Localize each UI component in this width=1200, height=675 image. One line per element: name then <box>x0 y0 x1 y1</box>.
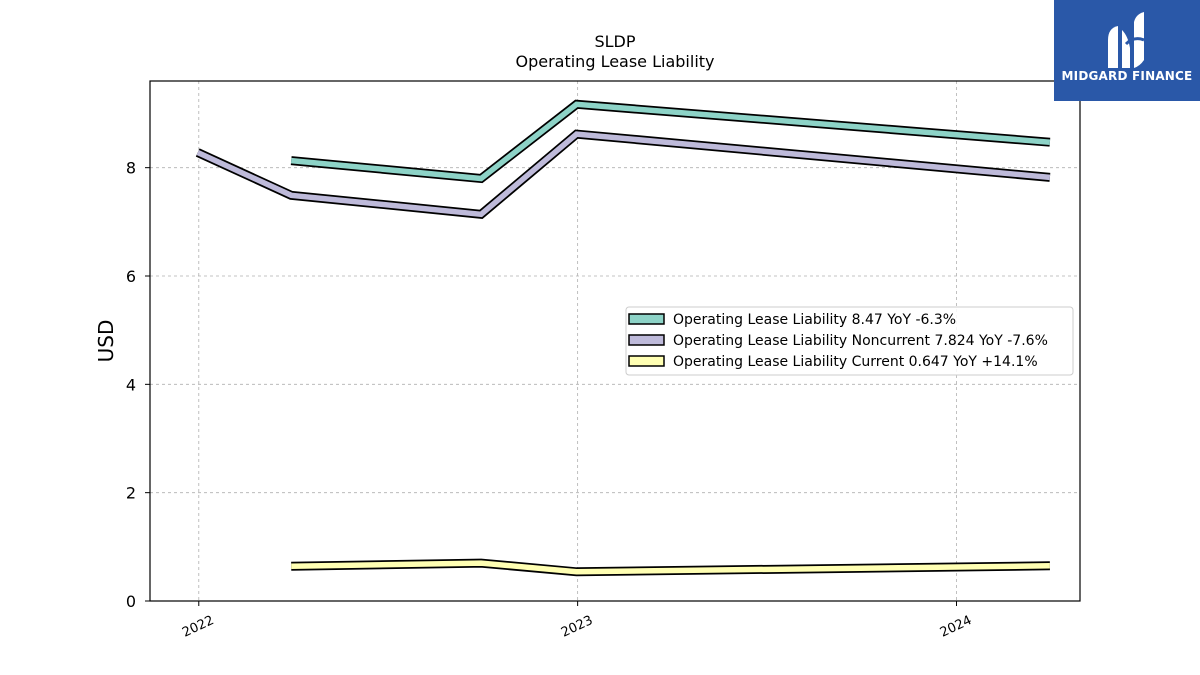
series-line-outline <box>195 129 1051 219</box>
legend-entry: Operating Lease Liability 8.47 YoY -6.3% <box>673 312 956 328</box>
y-tick-label: 0 <box>126 592 136 611</box>
legend-box <box>625 306 1074 376</box>
legend-swatch <box>628 355 665 367</box>
x-tick-label: 2023 <box>559 613 595 641</box>
x-tick-label: 2024 <box>938 613 974 641</box>
x-tick-label: 2022 <box>180 613 216 641</box>
legend: Operating Lease Liability 8.47 YoY -6.3%… <box>625 306 1074 376</box>
chart-title: SLDP <box>594 32 635 51</box>
midgard-finance-logo: MIDGARD FINANCE <box>1054 0 1200 101</box>
legend-swatch <box>628 313 665 325</box>
logo-mark-icon <box>1108 12 1145 68</box>
series-line <box>291 560 1050 575</box>
series-lines <box>195 99 1051 577</box>
legend-entry: Operating Lease Liability Noncurrent 7.8… <box>673 333 1048 349</box>
series-line <box>196 131 1051 218</box>
y-tick-label: 6 <box>126 267 136 286</box>
logo-text: MIDGARD FINANCE <box>1061 69 1193 83</box>
legend-swatch <box>628 334 665 346</box>
plot-frame <box>149 80 1081 602</box>
y-tick-label: 4 <box>126 375 136 394</box>
y-axis-label: USD <box>94 320 118 363</box>
series-line <box>290 101 1051 182</box>
legend-entry: Operating Lease Liability Current 0.647 … <box>673 354 1038 370</box>
y-tick-label: 8 <box>126 159 136 178</box>
chart-subtitle: Operating Lease Liability <box>515 52 714 71</box>
y-tick-label: 2 <box>126 484 136 503</box>
